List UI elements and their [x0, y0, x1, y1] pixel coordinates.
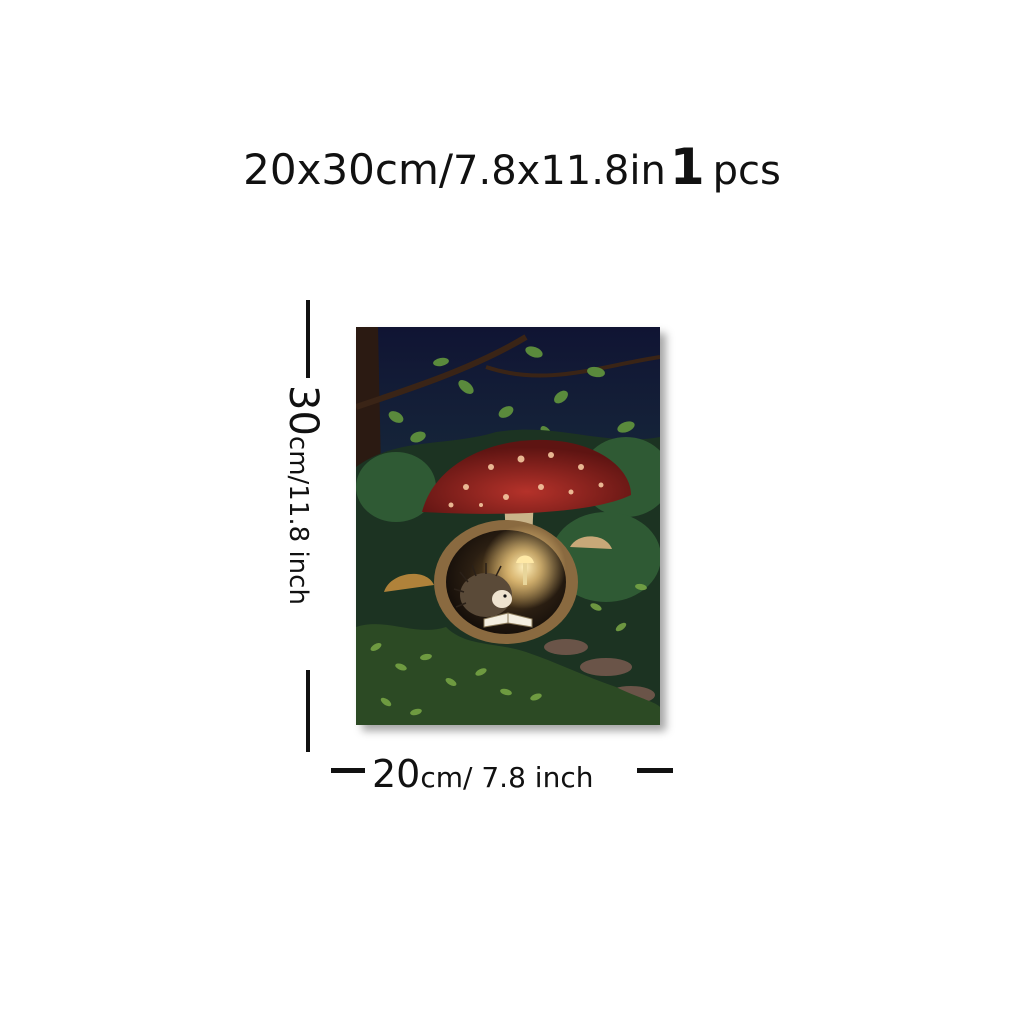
glowing-mushroom-cap — [516, 555, 534, 563]
width-unit: cm/ 7.8 inch — [420, 761, 594, 794]
width-dimension-line-left — [331, 768, 365, 773]
foreground-grass — [356, 624, 660, 725]
height-dimension-line-bottom — [306, 670, 310, 752]
glowing-mushroom-stem — [523, 563, 527, 585]
artwork-illustration — [356, 327, 660, 725]
side-mushroom-right — [570, 536, 612, 549]
height-unit: cm/11.8 inch — [283, 435, 313, 605]
size-headline: 20x30cm/ 7.8x11.8in1 pcs — [0, 138, 1024, 196]
canvas-print — [356, 327, 660, 725]
headline-size-cm: 20x30cm/ — [243, 145, 454, 194]
foreground-leaves — [370, 583, 647, 716]
branch — [356, 334, 528, 410]
height-dimension-line-top — [306, 300, 310, 378]
side-mushroom-left — [384, 573, 434, 592]
mushroom-cap — [422, 439, 631, 514]
height-value: 30 — [280, 385, 326, 436]
headline-quantity: 1 — [669, 138, 705, 196]
width-label: 20cm/ 7.8 inch — [372, 752, 593, 796]
height-label: 30cm/11.8 inch — [280, 385, 326, 655]
hanging-leaves — [388, 346, 635, 443]
hedgehog-spines — [453, 563, 502, 608]
branch — [485, 355, 660, 378]
hedgehog-face — [492, 590, 512, 608]
headline-size-in: 7.8x11.8in — [453, 148, 666, 194]
mushroom-spots — [448, 452, 604, 508]
width-value: 20 — [372, 752, 421, 796]
width-dimension-line-right — [637, 768, 673, 773]
headline-quantity-unit: pcs — [712, 148, 781, 194]
hedgehog-eye — [503, 594, 507, 598]
